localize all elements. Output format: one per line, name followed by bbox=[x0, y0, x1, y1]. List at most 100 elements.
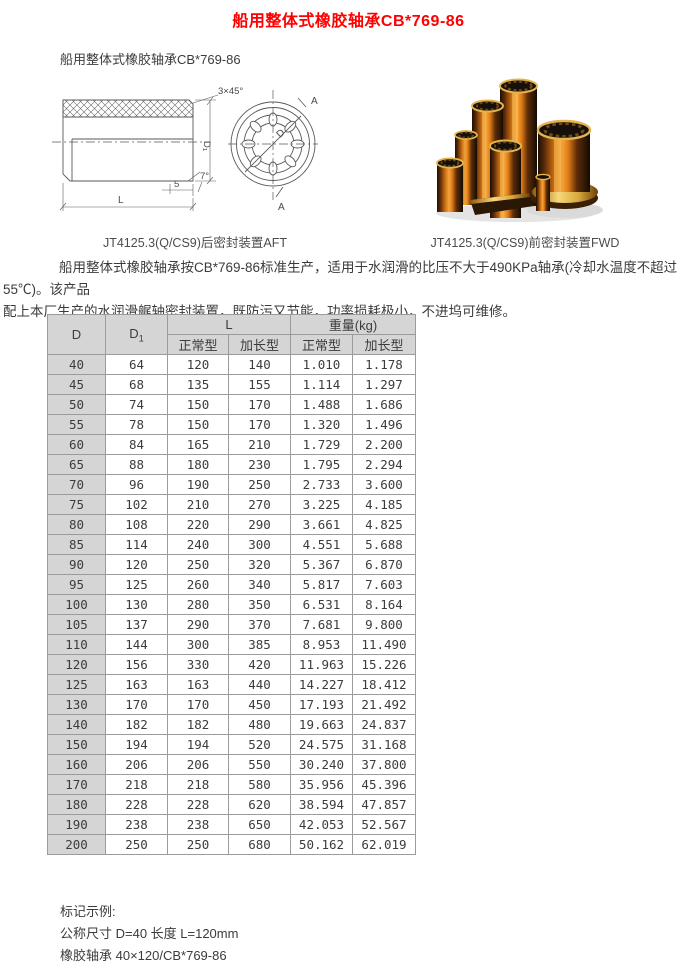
cell-d: 70 bbox=[47, 474, 106, 495]
cell-d: 80 bbox=[47, 514, 106, 535]
table-cell: 37.800 bbox=[352, 754, 416, 775]
bearing-plate bbox=[470, 193, 534, 215]
cell-d: 60 bbox=[47, 434, 106, 455]
table-cell: 2.294 bbox=[352, 454, 416, 475]
cell-d: 130 bbox=[47, 694, 106, 715]
table-cell: 450 bbox=[228, 694, 291, 715]
cell-d: 190 bbox=[47, 814, 106, 835]
table-cell: 680 bbox=[228, 834, 291, 855]
table-cell: 300 bbox=[228, 534, 291, 555]
table-row: 160 206 206 550 30.240 37.800 bbox=[47, 754, 416, 775]
table-cell: 1.114 bbox=[290, 374, 353, 395]
page-title: 船用整体式橡胶轴承CB*769-86 bbox=[232, 13, 465, 30]
table-row: 95 125 260 340 5.817 7.603 bbox=[47, 574, 416, 595]
cell-d: 45 bbox=[47, 374, 106, 395]
table-cell: 120 bbox=[105, 554, 168, 575]
table-cell: 7.603 bbox=[352, 574, 416, 595]
table-cell: 440 bbox=[228, 674, 291, 695]
col-group-length: L bbox=[167, 314, 291, 335]
angle-label: 7° bbox=[200, 171, 209, 182]
cell-d: 75 bbox=[47, 494, 106, 515]
cell-d: 200 bbox=[47, 834, 106, 855]
cell-d: 95 bbox=[47, 574, 106, 595]
table-row: 140 182 182 480 19.663 24.837 bbox=[47, 714, 416, 735]
table-cell: 3.661 bbox=[290, 514, 353, 535]
table-cell: 220 bbox=[167, 514, 229, 535]
table-cell: 140 bbox=[228, 354, 291, 375]
bearing-cylinder bbox=[436, 157, 464, 212]
table-cell: 5.688 bbox=[352, 534, 416, 555]
table-cell: 6.531 bbox=[290, 594, 353, 615]
product-photo bbox=[436, 78, 603, 222]
table-row: 180 228 228 620 38.594 47.857 bbox=[47, 794, 416, 815]
table-cell: 21.492 bbox=[352, 694, 416, 715]
table-cell: 228 bbox=[167, 794, 229, 815]
table-cell: 84 bbox=[105, 434, 168, 455]
table-cell: 156 bbox=[105, 654, 168, 675]
table-cell: 170 bbox=[228, 414, 291, 435]
table-cell: 130 bbox=[105, 594, 168, 615]
d1-sub: 1 bbox=[138, 333, 144, 344]
table-cell: 290 bbox=[167, 614, 229, 635]
table-cell: 210 bbox=[228, 434, 291, 455]
table-cell: 125 bbox=[105, 574, 168, 595]
cell-d: 180 bbox=[47, 794, 106, 815]
table-cell: 11.490 bbox=[352, 634, 416, 655]
table-cell: 120 bbox=[167, 354, 229, 375]
table-cell: 180 bbox=[167, 454, 229, 475]
cell-d: 55 bbox=[47, 414, 106, 435]
table-cell: 218 bbox=[105, 774, 168, 795]
cell-d: 90 bbox=[47, 554, 106, 575]
marking-example: 标记示例: 公称尺寸 D=40 长度 L=120mm 橡胶轴承 40×120/C… bbox=[60, 901, 238, 967]
table-cell: 260 bbox=[167, 574, 229, 595]
table-cell: 170 bbox=[228, 394, 291, 415]
bearing-technical-drawing: 3×45° D₁ 7° 5 L D A A bbox=[52, 86, 318, 213]
table-row: 190 238 238 650 42.053 52.567 bbox=[47, 814, 416, 835]
table-cell: 230 bbox=[228, 454, 291, 475]
cell-d: 50 bbox=[47, 394, 106, 415]
col-header-d: D bbox=[47, 314, 106, 355]
table-cell: 250 bbox=[228, 474, 291, 495]
table-cell: 155 bbox=[228, 374, 291, 395]
description-line-1: 船用整体式橡胶轴承按CB*769-86标准生产，适用于水润滑的比压不大于490K… bbox=[3, 260, 678, 297]
table-cell: 1.488 bbox=[290, 394, 353, 415]
table-row: 55 78 150 170 1.320 1.496 bbox=[47, 414, 416, 435]
table-row: 70 96 190 250 2.733 3.600 bbox=[47, 474, 416, 495]
table-row: 65 88 180 230 1.795 2.294 bbox=[47, 454, 416, 475]
table-cell: 330 bbox=[167, 654, 229, 675]
table-row: 105 137 290 370 7.681 9.800 bbox=[47, 614, 416, 635]
cell-d: 100 bbox=[47, 594, 106, 615]
bearing-table-body: 40 64 120 140 1.010 1.178 45 68 135 155 1.114 1.297… bbox=[47, 354, 416, 855]
table-row: 100 130 280 350 6.531 8.164 bbox=[47, 594, 416, 615]
col-header-l-extended: 加长型 bbox=[228, 334, 291, 355]
table-cell: 14.227 bbox=[290, 674, 353, 695]
table-cell: 218 bbox=[167, 774, 229, 795]
table-cell: 4.185 bbox=[352, 494, 416, 515]
table-cell: 650 bbox=[228, 814, 291, 835]
table-cell: 24.837 bbox=[352, 714, 416, 735]
col-header-l-normal: 正常型 bbox=[167, 334, 229, 355]
table-cell: 270 bbox=[228, 494, 291, 515]
table-cell: 194 bbox=[105, 734, 168, 755]
table-cell: 620 bbox=[228, 794, 291, 815]
table-cell: 88 bbox=[105, 454, 168, 475]
table-cell: 1.010 bbox=[290, 354, 353, 375]
table-cell: 290 bbox=[228, 514, 291, 535]
table-row: 85 114 240 300 4.551 5.688 bbox=[47, 534, 416, 555]
table-cell: 320 bbox=[228, 554, 291, 575]
section-a-top-label: A bbox=[311, 96, 318, 107]
table-cell: 64 bbox=[105, 354, 168, 375]
table-cell: 135 bbox=[167, 374, 229, 395]
table-row: 80 108 220 290 3.661 4.825 bbox=[47, 514, 416, 535]
table-row: 40 64 120 140 1.010 1.178 bbox=[47, 354, 416, 375]
table-cell: 4.551 bbox=[290, 534, 353, 555]
table-row: 90 120 250 320 5.367 6.870 bbox=[47, 554, 416, 575]
table-cell: 370 bbox=[228, 614, 291, 635]
table-cell: 1.686 bbox=[352, 394, 416, 415]
table-cell: 31.168 bbox=[352, 734, 416, 755]
table-cell: 580 bbox=[228, 774, 291, 795]
chamfer-label: 3×45° bbox=[218, 86, 243, 97]
product-subtitle: 船用整体式橡胶轴承CB*769-86 bbox=[60, 52, 241, 67]
table-cell: 170 bbox=[167, 694, 229, 715]
